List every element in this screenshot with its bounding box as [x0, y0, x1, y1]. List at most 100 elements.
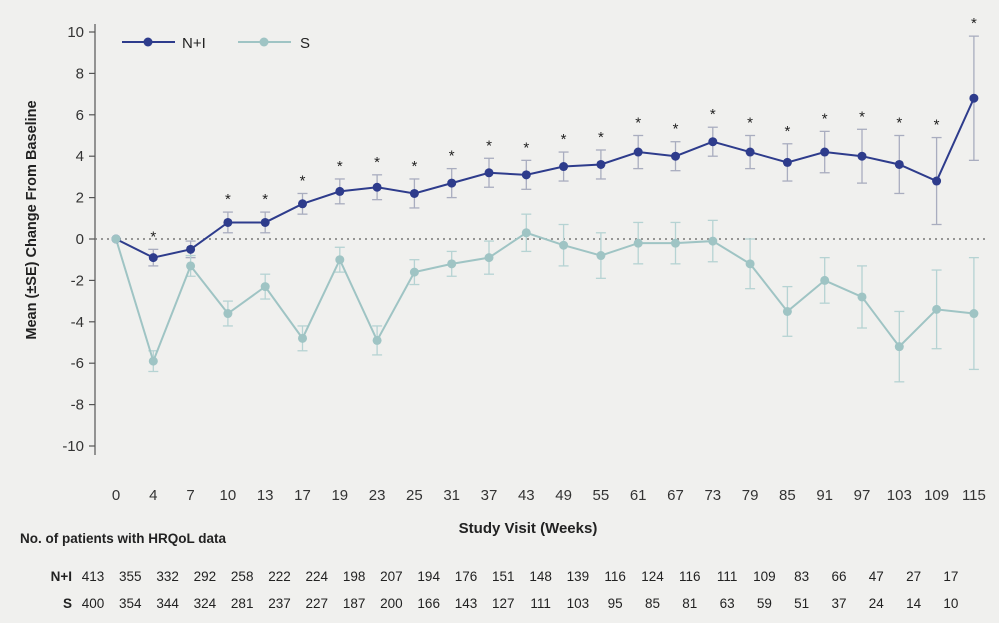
y-tick-label: 10 — [67, 24, 84, 41]
data-point-ni — [148, 253, 158, 263]
data-point-ni — [447, 178, 457, 188]
significance-marker: * — [337, 158, 343, 175]
data-point-s — [484, 253, 494, 263]
table-cell: 151 — [492, 569, 515, 584]
data-point-s — [671, 238, 680, 248]
data-point-s — [186, 261, 196, 271]
x-tick-label: 67 — [667, 487, 684, 504]
significance-marker: * — [971, 15, 977, 32]
data-point-s — [969, 309, 979, 319]
data-point-ni — [298, 199, 307, 209]
data-point-s — [633, 238, 643, 248]
table-cell: 200 — [380, 596, 403, 611]
significance-marker: * — [784, 123, 790, 140]
data-point-s — [409, 267, 419, 277]
data-point-ni — [260, 217, 270, 227]
x-tick-label: 61 — [630, 487, 647, 504]
y-tick-label: 8 — [76, 65, 84, 82]
significance-marker: * — [673, 121, 679, 138]
x-ticks: 0 4 7 10 13 17 19 23 25 31 37 43 49 55 61 67 73 79 85 91 97 1… — [112, 487, 986, 504]
data-point-s — [745, 259, 755, 269]
x-tick-label: 13 — [257, 487, 274, 504]
data-point-s — [894, 342, 904, 352]
y-tick-label: 4 — [76, 148, 84, 165]
y-axis-label: Mean (±SE) Change From Baseline — [24, 100, 40, 339]
significance-marker: * — [374, 154, 380, 171]
data-point-s — [148, 356, 158, 366]
series-line-s — [115, 231, 975, 365]
significance-marker: * — [262, 191, 268, 208]
data-point-ni — [708, 137, 718, 147]
table-cell: 176 — [455, 569, 478, 584]
table-cell: 292 — [194, 569, 217, 584]
data-point-ni — [969, 93, 979, 103]
table-cell: 127 — [492, 596, 515, 611]
x-tick-label: 23 — [369, 487, 386, 504]
table-cell: 59 — [757, 596, 772, 611]
table-cell: 222 — [268, 569, 291, 584]
x-tick-label: 0 — [112, 487, 120, 504]
table-cell: 332 — [156, 569, 179, 584]
x-tick-label: 109 — [924, 487, 949, 504]
series-line-ni — [115, 97, 975, 259]
data-point-ni — [633, 147, 643, 157]
data-point-s — [223, 309, 233, 319]
significance-marker: * — [449, 148, 455, 165]
significance-markers: * * * * * * * * * * * * * * * * * * * * * * — [150, 15, 977, 245]
table-cell: 103 — [567, 596, 590, 611]
table-row-label: S — [63, 596, 72, 611]
data-point-ni — [820, 147, 830, 157]
y-tick-label: 6 — [76, 107, 84, 124]
data-point-s — [372, 335, 382, 345]
y-tick-label: -10 — [62, 438, 84, 455]
data-point-s — [782, 306, 792, 316]
table-row-label: N+I — [51, 569, 72, 584]
table-cell: 124 — [641, 569, 664, 584]
patients-table: N+I 413 355 332 292 258 222 224 198 207 194 176 151 1… — [51, 569, 959, 611]
table-cell: 10 — [943, 596, 958, 611]
x-tick-label: 103 — [887, 487, 912, 504]
significance-marker: * — [486, 137, 492, 154]
table-cell: 166 — [417, 596, 440, 611]
table-cell: 237 — [268, 596, 291, 611]
significance-marker: * — [300, 172, 306, 189]
data-point-s — [335, 255, 345, 265]
y-ticks: 10 8 6 4 2 0 -2 -4 -6 -8 -10 — [62, 24, 95, 455]
table-cell: 63 — [720, 596, 735, 611]
data-point-ni — [484, 168, 494, 178]
x-tick-label: 17 — [294, 487, 311, 504]
table-cell: 198 — [343, 569, 366, 584]
table-cell: 400 — [82, 596, 105, 611]
significance-marker: * — [561, 131, 567, 148]
data-point-ni — [782, 157, 792, 167]
table-cell: 207 — [380, 569, 403, 584]
data-point-s — [111, 234, 121, 244]
data-point-s — [932, 304, 942, 314]
table-cell: 355 — [119, 569, 142, 584]
significance-marker: * — [635, 115, 641, 132]
table-cell: 148 — [529, 569, 552, 584]
data-point-s — [596, 251, 606, 261]
table-cell: 83 — [794, 569, 809, 584]
table-cell: 344 — [156, 596, 179, 611]
y-tick-label: -4 — [71, 314, 84, 331]
x-axis-label: Study Visit (Weeks) — [459, 520, 598, 537]
data-point-ni — [671, 151, 680, 161]
table-cell: 24 — [869, 596, 885, 611]
table-cell: 111 — [717, 569, 738, 584]
x-tick-label: 4 — [149, 487, 157, 504]
significance-marker: * — [598, 129, 604, 146]
y-tick-label: 2 — [76, 190, 84, 207]
patients-table-heading: No. of patients with HRQoL data — [20, 531, 226, 546]
table-cell: 111 — [530, 596, 551, 611]
legend: N+I S — [122, 35, 310, 52]
y-tick-label: -6 — [71, 355, 84, 372]
y-tick-label: -8 — [71, 397, 84, 414]
significance-marker: * — [747, 115, 753, 132]
table-cell: 81 — [682, 596, 697, 611]
table-cell: 413 — [82, 569, 105, 584]
table-cell: 139 — [567, 569, 590, 584]
significance-marker: * — [523, 139, 529, 156]
x-tick-label: 79 — [742, 487, 759, 504]
